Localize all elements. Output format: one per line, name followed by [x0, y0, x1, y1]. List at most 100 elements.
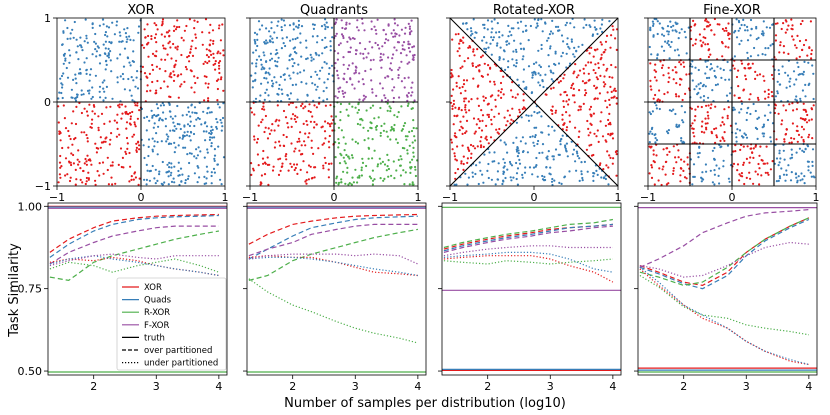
scatter-point: [395, 138, 398, 141]
scatter-point: [679, 180, 682, 183]
scatter-point: [155, 89, 158, 92]
scatter-point: [97, 126, 100, 129]
scatter-point: [594, 49, 597, 52]
scatter-point: [313, 23, 316, 26]
scatter-point: [781, 65, 784, 68]
scatter-point: [342, 156, 345, 159]
scatter-point: [559, 93, 562, 96]
scatter-point: [394, 32, 397, 35]
scatter-point: [340, 19, 343, 22]
scatter-point: [279, 169, 282, 172]
scatter-point: [399, 164, 402, 167]
scatter-point: [738, 129, 742, 132]
scatter-point: [115, 135, 118, 138]
scatter-point: [107, 56, 110, 59]
scatter-point: [145, 183, 148, 186]
scatter-point: [371, 169, 374, 172]
scatter-point: [529, 24, 533, 28]
scatter-point: [407, 43, 410, 46]
scatter-point: [104, 60, 108, 63]
scatter-point: [678, 83, 682, 86]
scatter-point: [479, 146, 483, 149]
scatter-point: [209, 50, 212, 53]
scatter-point: [82, 93, 85, 96]
scatter-point: [775, 138, 778, 141]
scatter-point: [467, 100, 470, 103]
scatter-point: [290, 165, 293, 168]
scatter-point: [188, 152, 191, 155]
scatter-point: [653, 76, 657, 79]
scatter-point: [143, 72, 147, 75]
y-tick-label: 1.00: [18, 200, 43, 213]
scatter-point: [290, 142, 293, 145]
scatter-point: [686, 163, 689, 166]
scatter-point: [602, 177, 606, 180]
scatter-point: [271, 41, 275, 44]
scatter-point: [577, 45, 580, 48]
scatter-point: [276, 24, 279, 27]
scatter-point: [174, 146, 177, 149]
scatter-point: [218, 64, 221, 67]
scatter-point: [677, 95, 681, 98]
scatter-point: [97, 147, 100, 150]
scatter-point: [653, 133, 656, 137]
scatter-point: [263, 130, 266, 134]
scatter-point: [115, 20, 119, 23]
scatter-point: [566, 155, 569, 158]
scatter-point: [252, 80, 255, 83]
scatter-point: [173, 181, 176, 184]
scatter-point: [67, 129, 70, 133]
scatter-point: [359, 123, 362, 126]
scatter-point: [341, 90, 344, 93]
scatter-point: [354, 71, 357, 74]
scatter-point: [806, 54, 809, 57]
scatter-point: [682, 121, 685, 124]
scatter-point: [532, 141, 535, 144]
scatter-point: [288, 74, 291, 77]
x-tick-label: 2: [90, 380, 97, 393]
scatter-point: [369, 68, 372, 71]
scatter-point: [607, 133, 610, 136]
scatter-point: [327, 72, 331, 75]
scatter-point: [382, 129, 385, 132]
scatter-point: [802, 128, 806, 131]
scatter-point: [151, 150, 154, 153]
scatter-point: [364, 47, 367, 51]
scatter-point: [781, 119, 784, 122]
scatter-point: [401, 44, 404, 47]
scatter-point: [524, 29, 528, 32]
scatter-point: [497, 162, 500, 165]
scatter-point: [277, 158, 280, 161]
scatter-point: [161, 183, 164, 186]
scatter-point: [185, 24, 188, 28]
scatter-point: [389, 110, 392, 113]
scatter-point: [178, 183, 181, 187]
scatter-point: [487, 162, 490, 166]
scatter-point: [95, 50, 98, 53]
scatter-point: [552, 72, 555, 75]
scatter-point: [59, 131, 62, 135]
scatter-point: [600, 111, 603, 114]
scatter-point: [339, 102, 342, 106]
scatter-point: [593, 172, 596, 175]
scatter-point: [540, 18, 543, 21]
scatter-point: [510, 27, 513, 30]
scatter-point: [389, 138, 392, 141]
scatter-point: [493, 83, 496, 86]
scatter-point: [562, 77, 565, 80]
scatter-point: [73, 20, 76, 24]
scatter-point: [61, 43, 64, 46]
scatter-point: [291, 65, 294, 68]
scatter-point: [469, 143, 473, 147]
scatter-point: [484, 137, 487, 140]
scatter-point: [256, 153, 259, 156]
scatter-point: [608, 98, 611, 101]
scatter-point: [383, 163, 387, 166]
scatter-point: [557, 25, 560, 28]
scatter-point: [265, 60, 268, 63]
scatter-point: [326, 78, 329, 81]
scatter-point: [780, 123, 783, 126]
scatter-point: [375, 128, 378, 131]
scatter-point: [206, 170, 209, 173]
scatter-point: [702, 95, 706, 98]
